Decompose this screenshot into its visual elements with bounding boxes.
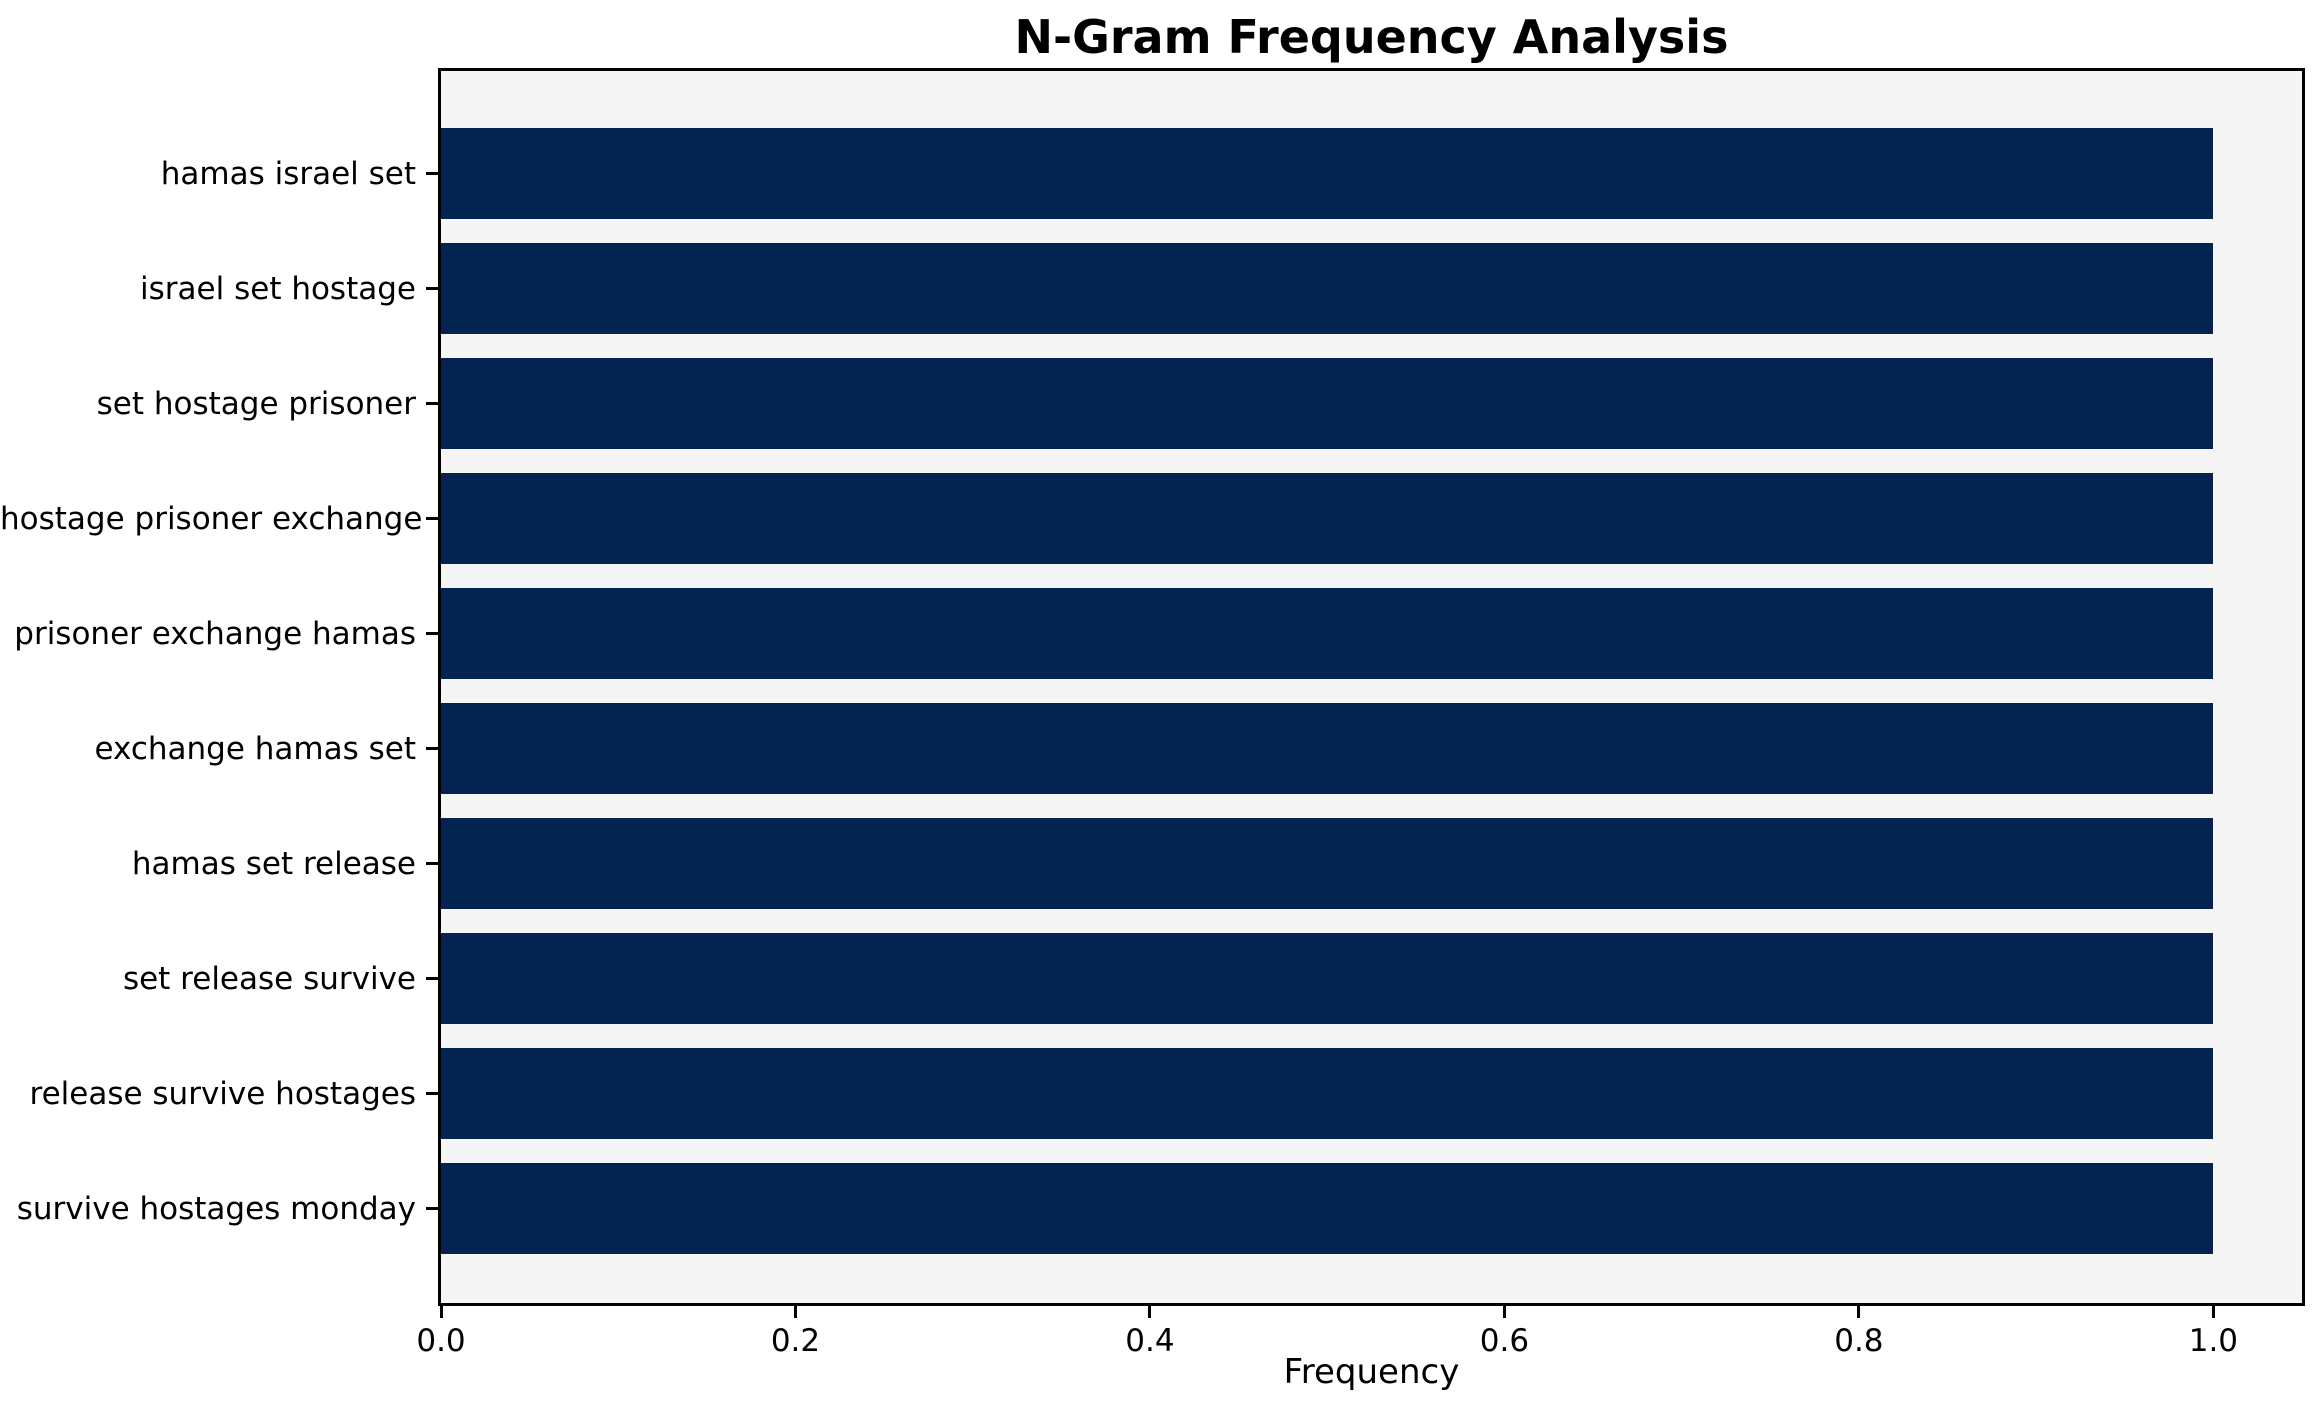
- bar: [441, 818, 2214, 909]
- y-tick-label: hamas israel set: [160, 155, 416, 192]
- x-tick-label: 0.0: [416, 1323, 466, 1359]
- y-tick-label: hamas set release: [131, 845, 416, 882]
- bar: [441, 1048, 2214, 1139]
- chart-title: N-Gram Frequency Analysis: [1014, 10, 1729, 64]
- y-tick-mark: [426, 402, 438, 405]
- bar: [441, 358, 2214, 449]
- y-tick-label: israel set hostage: [140, 270, 416, 307]
- bar: [441, 703, 2214, 794]
- bar: [441, 588, 2214, 679]
- y-tick-label: survive hostages monday: [16, 1190, 416, 1227]
- bar: [441, 933, 2214, 1024]
- bar: [441, 1163, 2214, 1254]
- x-tick-mark: [1502, 1305, 1506, 1318]
- x-tick-label: 0.8: [1834, 1323, 1884, 1359]
- y-tick-mark: [426, 1092, 438, 1095]
- y-tick-label: hostage prisoner exchange: [0, 500, 423, 537]
- x-tick-mark: [793, 1305, 797, 1318]
- x-tick-label: 1.0: [2188, 1323, 2239, 1359]
- y-tick-mark: [426, 977, 438, 980]
- bar: [441, 473, 2214, 564]
- x-tick-label: 0.2: [770, 1323, 821, 1359]
- y-tick-label: set release survive: [122, 960, 416, 997]
- y-tick-label: release survive hostages: [29, 1075, 417, 1112]
- y-tick-mark: [426, 747, 438, 750]
- x-axis-label: Frequency: [1283, 1352, 1460, 1392]
- y-tick-label: prisoner exchange hamas: [14, 615, 416, 652]
- x-tick-mark: [2211, 1305, 2215, 1318]
- x-tick-label: 0.6: [1479, 1323, 1530, 1359]
- bar: [441, 128, 2214, 219]
- plot-area: [441, 71, 2302, 1303]
- y-tick-mark: [426, 1207, 438, 1210]
- bar: [441, 243, 2214, 334]
- x-tick-label: 0.4: [1125, 1323, 1175, 1359]
- y-tick-mark: [426, 862, 438, 865]
- y-tick-mark: [426, 632, 438, 635]
- y-tick-label: exchange hamas set: [94, 730, 417, 767]
- y-tick-mark: [426, 517, 438, 520]
- x-tick-mark: [1148, 1305, 1152, 1318]
- x-tick-mark: [1857, 1305, 1861, 1318]
- y-tick-label: set hostage prisoner: [96, 385, 416, 422]
- y-tick-mark: [426, 287, 438, 290]
- y-tick-mark: [426, 172, 438, 175]
- x-tick-mark: [439, 1305, 443, 1318]
